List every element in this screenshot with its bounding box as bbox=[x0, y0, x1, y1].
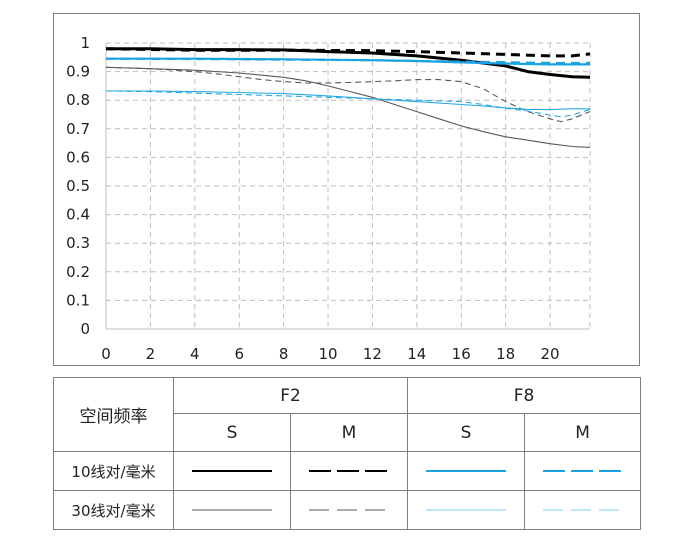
y-tick-label: 0.9 bbox=[66, 63, 90, 81]
y-tick-label: 0.2 bbox=[66, 263, 90, 281]
legend-sample-f8-s-30 bbox=[407, 490, 526, 530]
y-tick-label: 0.5 bbox=[66, 177, 90, 195]
y-tick-label: 0.7 bbox=[66, 120, 90, 138]
legend-sample-f2-s-10 bbox=[173, 451, 291, 491]
f2-sagittal-header: S bbox=[173, 413, 291, 452]
x-tick-label: 16 bbox=[452, 345, 471, 363]
chart-frame: 0 0.1 0.2 0.3 0.4 0.5 0.6 0.7 0.8 0.9 1 0 2 4 6 8 10 12 14… bbox=[53, 13, 640, 366]
x-tick-label: 10 bbox=[318, 345, 337, 363]
f8-meridional-header: M bbox=[524, 413, 642, 452]
legend-sample-f8-m-30 bbox=[524, 490, 642, 530]
tick-labels: 00.10.20.30.40.50.60.70.80.910 2 4 6 8 10 12 14… bbox=[66, 34, 559, 363]
legend-sample-f2-s-30 bbox=[173, 490, 291, 530]
x-tick-label: 6 bbox=[234, 345, 244, 363]
series-lines bbox=[105, 47, 591, 148]
x-tick-label: 0 bbox=[101, 345, 111, 363]
series-f8-m-30lp bbox=[105, 90, 591, 118]
x-tick-label: 18 bbox=[496, 345, 515, 363]
x-tick-label: 14 bbox=[407, 345, 426, 363]
series-f8-s-10lp bbox=[106, 57, 590, 66]
spatial-frequency-header: 空间频率 bbox=[53, 377, 174, 452]
legend-sample-f8-s-10 bbox=[407, 451, 526, 491]
y-tick-label: 0.1 bbox=[66, 291, 90, 309]
series-f2-m-10lp bbox=[105, 47, 591, 58]
y-tick-label: 0.4 bbox=[66, 206, 90, 224]
row-label-30lp: 30线对/毫米 bbox=[53, 490, 174, 530]
legend-sample-f8-m-10 bbox=[524, 451, 642, 491]
series-f2-s-30lp bbox=[105, 66, 591, 148]
y-tick-label: 0.6 bbox=[66, 148, 90, 166]
x-tick-label: 8 bbox=[279, 345, 289, 363]
mtf-chart: 00.10.20.30.40.50.60.70.80.910 2 4 6 8 10 12 14… bbox=[66, 34, 591, 363]
series-f8-s-30lp bbox=[106, 90, 590, 111]
legend-sample-f2-m-10 bbox=[289, 451, 409, 491]
y-tick-label: 0.3 bbox=[66, 234, 90, 252]
y-tick-label: 1 bbox=[80, 34, 90, 52]
x-tick-label: 12 bbox=[363, 345, 382, 363]
row-label-10lp: 10线对/毫米 bbox=[53, 451, 174, 491]
series-f2-m-30lp bbox=[105, 66, 591, 123]
f2-meridional-header: M bbox=[289, 413, 409, 452]
legend-table: 空间频率 F2 F8 S M S M 10线对/毫米 30线对/毫米 bbox=[53, 377, 642, 530]
x-tick-label: 4 bbox=[190, 345, 200, 363]
aperture-f2-header: F2 bbox=[172, 377, 409, 414]
grid bbox=[105, 42, 591, 330]
f8-sagittal-header: S bbox=[407, 413, 526, 452]
x-tick-label: 2 bbox=[146, 345, 156, 363]
y-tick-label: 0 bbox=[80, 320, 90, 338]
aperture-f8-header: F8 bbox=[407, 377, 642, 414]
y-tick-label: 0.8 bbox=[66, 91, 90, 109]
legend-sample-f2-m-30 bbox=[289, 490, 409, 530]
x-tick-label: 20 bbox=[540, 345, 559, 363]
